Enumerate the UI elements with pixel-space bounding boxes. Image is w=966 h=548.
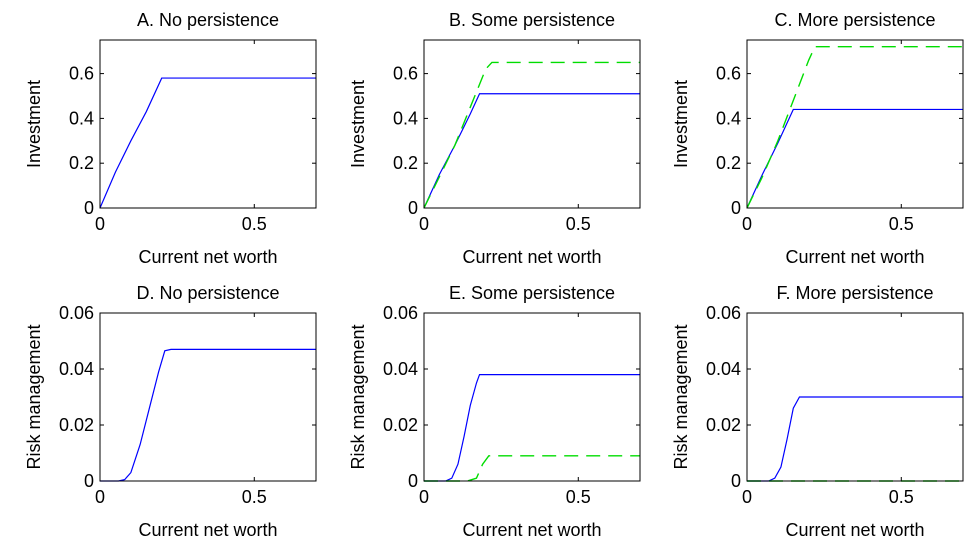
- subplot-2: 0 0.5 0 0.2 0.4 0.6 B. Some persistence Current…: [348, 10, 641, 267]
- chart-title: D. No persistence: [136, 283, 279, 303]
- y-tick-label: 0.04: [383, 359, 418, 379]
- y-tick-label: 0.04: [706, 359, 741, 379]
- y-tick-label: 0.6: [393, 64, 418, 84]
- y-tick-label: 0.06: [706, 303, 741, 323]
- subplot-4: 0 0.5 0 0.02 0.04 0.06 D. No persistence Curren…: [24, 283, 317, 540]
- y-tick-label: 0.4: [69, 108, 94, 128]
- x-tick-label: 0: [419, 214, 429, 234]
- y-axis-label: Risk management: [24, 324, 44, 469]
- y-tick-label: 0.2: [716, 153, 741, 173]
- y-tick-label: 0.2: [69, 153, 94, 173]
- solid-series-line: [424, 93, 640, 209]
- x-tick-label: 0.5: [242, 487, 267, 507]
- dashed-series-line: [747, 46, 963, 209]
- y-tick-label: 0.04: [59, 359, 94, 379]
- axes-frame: [99, 312, 317, 482]
- x-tick-label: 0.5: [566, 214, 591, 234]
- x-tick-label: 0: [95, 214, 105, 234]
- solid-series-line: [100, 348, 316, 482]
- x-tick-label: 0: [419, 487, 429, 507]
- y-axis-label: Risk management: [348, 324, 368, 469]
- x-axis-label: Current net worth: [462, 520, 601, 540]
- y-axis-label: Risk management: [671, 324, 691, 469]
- x-axis-label: Current net worth: [785, 247, 924, 267]
- solid-series-line: [747, 396, 963, 482]
- y-tick-label: 0.06: [59, 303, 94, 323]
- y-axis-label: Investment: [348, 80, 368, 168]
- x-axis-label: Current net worth: [462, 247, 601, 267]
- x-tick-label: 0.5: [889, 487, 914, 507]
- subplot-3: 0 0.5 0 0.2 0.4 0.6 C. More persistence Current…: [671, 10, 964, 267]
- y-tick-label: 0: [408, 198, 418, 218]
- y-tick-label: 0.6: [69, 64, 94, 84]
- x-axis-label: Current net worth: [138, 247, 277, 267]
- y-tick-label: 0.4: [716, 108, 741, 128]
- axes-frame: [423, 312, 641, 482]
- y-axis-label: Investment: [671, 80, 691, 168]
- solid-series-line: [424, 374, 640, 482]
- y-tick-label: 0.06: [383, 303, 418, 323]
- x-axis-label: Current net worth: [138, 520, 277, 540]
- y-tick-label: 0: [84, 198, 94, 218]
- solid-series-line: [747, 108, 963, 209]
- y-tick-label: 0.02: [59, 415, 94, 435]
- y-tick-label: 0: [84, 471, 94, 491]
- y-tick-label: 0: [731, 471, 741, 491]
- y-tick-label: 0.02: [383, 415, 418, 435]
- y-tick-label: 0: [408, 471, 418, 491]
- x-tick-label: 0.5: [566, 487, 591, 507]
- x-axis-label: Current net worth: [785, 520, 924, 540]
- y-tick-label: 0: [731, 198, 741, 218]
- subplot-1: 0 0.5 0 0.2 0.4 0.6 A. No persistence Current n…: [24, 10, 317, 267]
- x-tick-label: 0: [95, 487, 105, 507]
- y-axis-label: Investment: [24, 80, 44, 168]
- x-tick-label: 0: [742, 487, 752, 507]
- subplot-5: 0 0.5 0 0.02 0.04 0.06 E. Some persistence Curr…: [348, 283, 641, 540]
- x-tick-label: 0.5: [242, 214, 267, 234]
- axes-frame: [423, 39, 641, 209]
- y-tick-label: 0.4: [393, 108, 418, 128]
- chart-title: E. Some persistence: [449, 283, 615, 303]
- subplot-6: 0 0.5 0 0.02 0.04 0.06 F. More persistence Curr…: [671, 283, 964, 540]
- y-tick-label: 0.6: [716, 64, 741, 84]
- y-tick-label: 0.02: [706, 415, 741, 435]
- x-tick-label: 0.5: [889, 214, 914, 234]
- y-tick-label: 0.2: [393, 153, 418, 173]
- axes-frame: [99, 39, 317, 209]
- chart-title: C. More persistence: [774, 10, 935, 30]
- axes-frame: [746, 312, 964, 482]
- solid-series-line: [100, 77, 316, 209]
- x-tick-label: 0: [742, 214, 752, 234]
- dashed-series-line: [424, 61, 640, 209]
- axes-frame: [746, 39, 964, 209]
- chart-title: F. More persistence: [776, 283, 933, 303]
- chart-title: A. No persistence: [137, 10, 279, 30]
- chart-title: B. Some persistence: [449, 10, 615, 30]
